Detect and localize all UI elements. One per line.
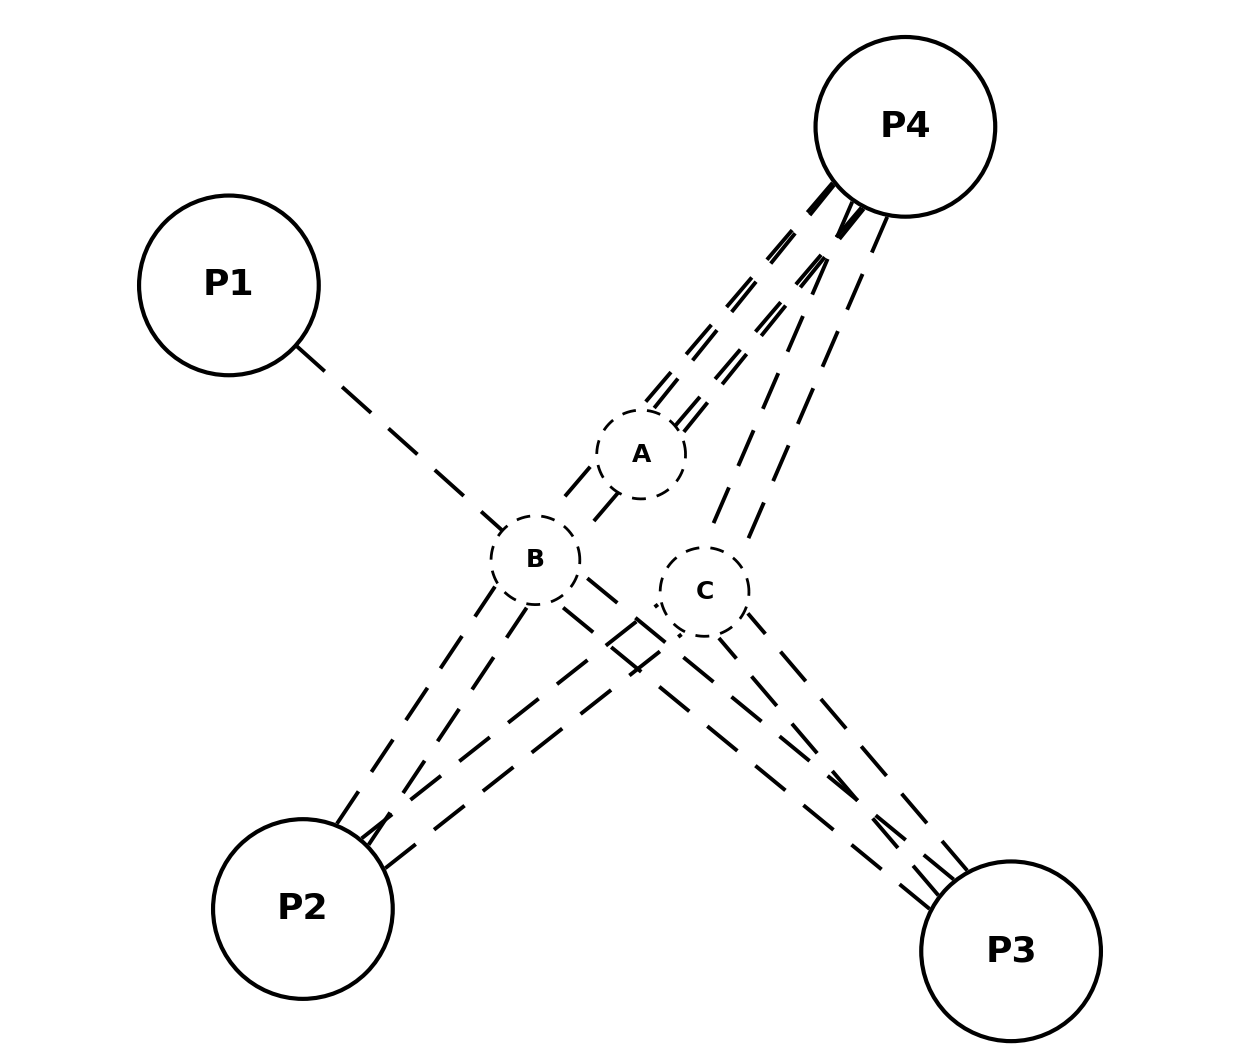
Circle shape	[596, 410, 686, 499]
Text: A: A	[631, 443, 651, 466]
Text: P4: P4	[879, 110, 931, 144]
Text: B: B	[526, 549, 544, 572]
Circle shape	[139, 196, 319, 375]
Text: P1: P1	[203, 268, 254, 302]
Circle shape	[213, 819, 393, 999]
Text: P3: P3	[986, 934, 1037, 968]
Circle shape	[816, 37, 996, 217]
Circle shape	[660, 548, 749, 636]
Circle shape	[921, 861, 1101, 1041]
Text: C: C	[696, 580, 714, 604]
Circle shape	[491, 516, 580, 605]
Text: P2: P2	[277, 892, 329, 926]
